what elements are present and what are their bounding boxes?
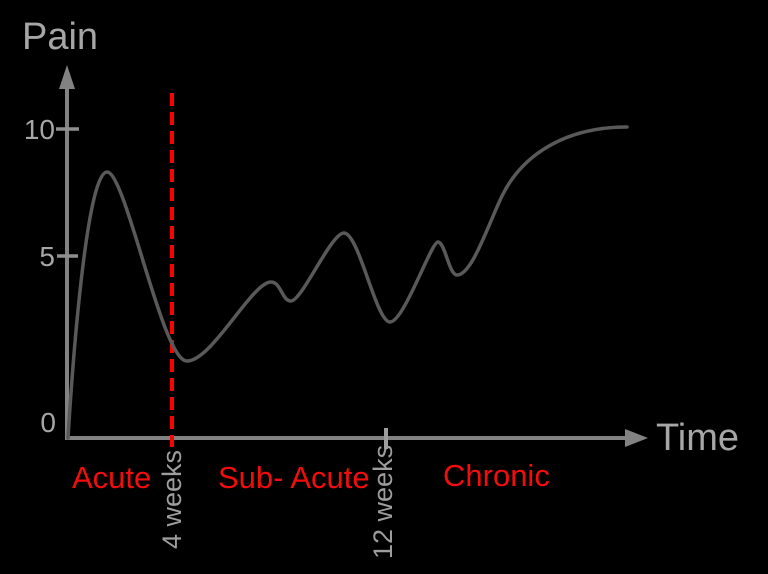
phase-label-sub-acute: Sub- Acute bbox=[218, 460, 370, 495]
chart-title: Pain bbox=[22, 16, 98, 58]
week-marker-label-12-weeks: 12 weeks bbox=[368, 445, 398, 559]
y-axis-arrow-icon bbox=[59, 65, 75, 89]
phase-label-chronic: Chronic bbox=[443, 458, 550, 493]
x-axis-label: Time bbox=[656, 417, 739, 459]
pain-curve bbox=[66, 125, 629, 440]
x-axis-arrow-icon bbox=[625, 429, 648, 447]
y-tick-label-5: 5 bbox=[39, 241, 55, 272]
y-tick-label-0: 0 bbox=[40, 407, 56, 438]
week-marker-label-4-weeks: 4 weeks bbox=[157, 450, 187, 549]
y-tick-label-10: 10 bbox=[24, 114, 55, 145]
phase-label-acute: Acute bbox=[72, 460, 151, 495]
